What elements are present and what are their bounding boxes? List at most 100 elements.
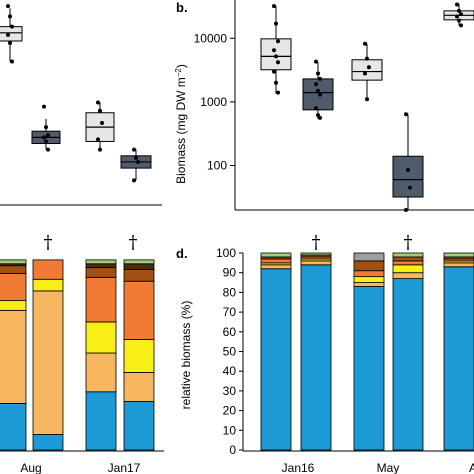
panel-d-y-tick-label: 40: [223, 364, 237, 378]
panel-b-box-5-point: [457, 18, 461, 23]
panel-a-box-2-point: [46, 133, 50, 138]
panel-b-y-axis-label-text: Biomass (mg DW m: [174, 77, 188, 184]
panel-b-box-1-point: [274, 80, 278, 85]
panel-a-boxplot: [0, 4, 162, 206]
panel-a-box-2-point: [42, 104, 46, 109]
panel-b-box-1-point: [274, 21, 278, 26]
panel-d-y-tick-label: 50: [223, 345, 237, 359]
panel-a-box-3-point: [100, 121, 104, 125]
panel-c-bar-1-segment-yellow: [0, 300, 27, 311]
panel-c-bar-4-segment-light-orange: [123, 371, 155, 402]
panel-b-box-2-point: [314, 82, 318, 87]
panel-d-bar-4-segment-blue: [392, 278, 424, 451]
panel-a-box-3-point: [98, 147, 102, 152]
panel-a-box-3-point: [96, 137, 100, 142]
panel-c-bar-3-segment-light-orange: [85, 352, 117, 393]
panel-c-stacked-bars: Aug Jan17 † †: [0, 232, 164, 474]
panel-c-x-tick-label: Aug: [20, 461, 41, 474]
panel-a-box-2-point: [46, 147, 50, 152]
panel-c-bar-3-segment-blue: [85, 391, 117, 451]
panel-d-bar-3-segment-yellow: [353, 276, 385, 283]
panel-d-bar-4-segment-light-green: [392, 252, 424, 258]
panel-b-box-4-point: [408, 185, 412, 190]
panel-b-box-4-box: [392, 155, 424, 198]
panel-b-box-3-box: [351, 59, 383, 81]
panel-a-box-3-point: [98, 108, 102, 113]
panel-d-y-tick-label: 90: [223, 266, 237, 280]
panel-c-bar-3-segment-light-green: [85, 259, 117, 265]
panel-b-box-5-point: [459, 12, 463, 17]
panel-b-box-2-box: [302, 78, 334, 111]
panel-a-box-4-point: [136, 159, 140, 164]
panel-c-bar-3-segment-yellow: [85, 321, 117, 354]
panel-b-box-1-point: [274, 54, 278, 59]
panel-d-bar-5-segment-light-green: [443, 252, 474, 258]
panel-a-box-4-point: [132, 147, 136, 152]
panel-d-bar-2-segment-light-orange: [300, 260, 332, 266]
panel-d-bar-1-segment-blue: [260, 268, 292, 451]
panel-b-y-tick-label: 100: [207, 159, 227, 173]
panel-c-dagger: †: [129, 232, 138, 253]
panel-b-box-4-point: [404, 112, 408, 117]
panel-d-bar-4-segment-brown: [392, 256, 424, 262]
panel-d-bar-3-segment-brown: [353, 260, 385, 272]
panel-a-box-2-point: [42, 135, 46, 140]
panel-c-bar-2-segment-yellow: [32, 278, 64, 292]
panel-a-box-1-point: [8, 41, 12, 46]
panel-c-bar-1-segment-orange: [0, 273, 27, 302]
panel-d-bar-4-segment-light-orange: [392, 272, 424, 280]
panel-d-bar-3-segment-grey: [353, 252, 385, 262]
panel-d-bar-5-segment-light-orange: [443, 262, 474, 268]
panel-d-y-tick-label: 10: [223, 423, 237, 437]
panel-b-y-tick-label: 10000: [194, 31, 228, 45]
panel-b-box-3-point: [363, 71, 367, 76]
panel-b-box-2-point: [318, 76, 322, 81]
panel-b-box-1-box: [260, 38, 292, 71]
panel-a-box-1-point: [8, 14, 12, 19]
panel-c-x-tick-label: Jan17: [108, 461, 141, 474]
panel-b-box-4-point: [404, 208, 408, 212]
panel-b-y-axis-label: Biomass (mg DW m−2): [174, 64, 188, 184]
panel-c-bar-1-segment-blue: [0, 403, 27, 451]
panel-c-bar-2-segment-orange: [32, 259, 64, 280]
panel-a-box-4-point: [132, 178, 136, 183]
panel-a-box-1-box: [0, 26, 23, 42]
panel-b-box-5-point: [455, 2, 459, 7]
panel-b-box-2-point: [314, 59, 318, 64]
panel-b-box-2-point: [316, 71, 320, 76]
panel-c-bar-4-segment-dark-brown: [123, 263, 155, 270]
panel-d-dagger: †: [404, 232, 413, 253]
panel-b-label: b.: [176, 0, 188, 15]
panel-c-bar-3-segment-orange: [85, 276, 117, 323]
panel-d-dagger: †: [312, 232, 321, 253]
panel-c-bar-4-segment-yellow: [123, 339, 155, 373]
panel-c-dagger: †: [44, 232, 53, 253]
panel-d-x-tick-label: May: [377, 461, 400, 474]
panel-d-x-tick-label-partial: A: [469, 461, 474, 474]
panel-d-y-tick-label: 80: [223, 285, 237, 299]
panel-d-label: d.: [176, 246, 188, 261]
panel-c-bar-3-segment-dark-brown: [85, 263, 117, 269]
panel-d-stacked-bars: d. relative biomass (%) 0 10 20 30 40 50 60 70 8…: [176, 232, 474, 474]
panel-b-box-1-point: [272, 48, 276, 53]
panel-c-bar-1-segment-light-green: [0, 259, 27, 265]
panel-b-box-2-point: [316, 113, 320, 118]
panel-a-box-3-point: [96, 100, 100, 105]
panel-d-bar-2-segment-blue: [300, 264, 332, 451]
panel-b-box-2-point: [316, 88, 320, 93]
panel-b-box-5-point: [455, 14, 459, 19]
panel-d-y-axis-label: relative biomass (%): [179, 301, 193, 410]
panel-c-bar-2-segment-light-orange: [32, 290, 64, 435]
panel-b-y-axis-label-exponent: −2: [174, 68, 183, 78]
panel-b-box-5-point: [459, 23, 463, 28]
panel-a-box-1-point: [6, 4, 10, 9]
panel-b-box-3-point: [365, 97, 369, 102]
panel-c-bar-1-segment-brown: [0, 265, 27, 274]
panel-d-y-tick-label: 70: [223, 305, 237, 319]
panel-c-bar-4-segment-brown: [123, 269, 155, 282]
panel-b-box-1-point: [276, 39, 280, 44]
panel-a-box-1-point: [6, 32, 10, 37]
panel-a-box-1-point: [10, 24, 14, 29]
panel-b-box-4-point: [406, 168, 410, 173]
